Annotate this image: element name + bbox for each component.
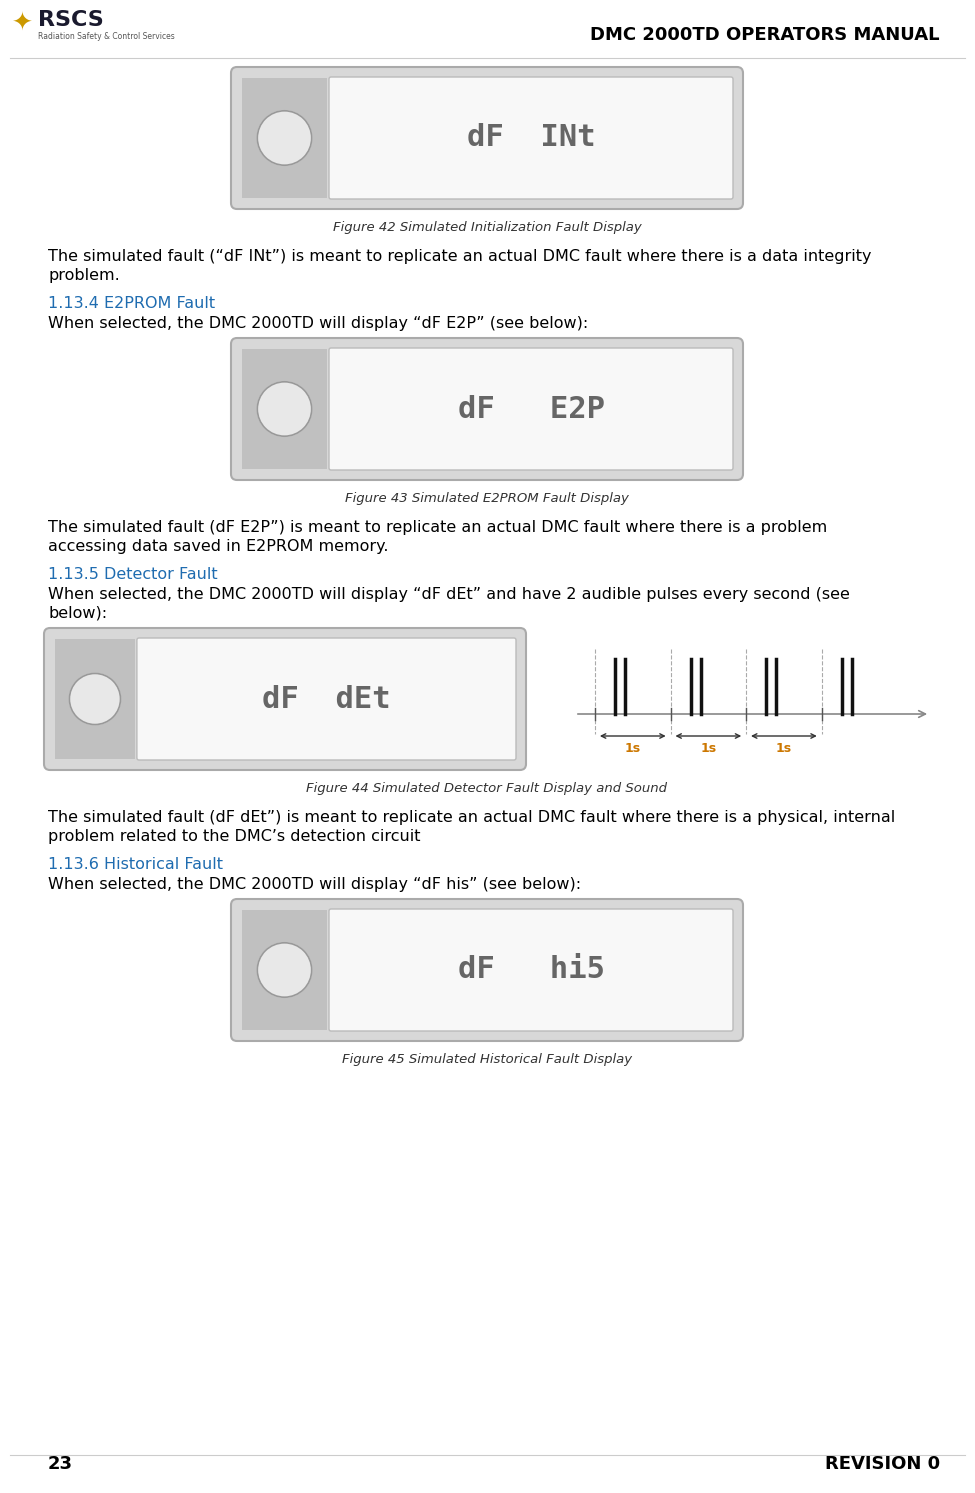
FancyBboxPatch shape <box>44 629 526 770</box>
Text: 1s: 1s <box>776 742 792 755</box>
Text: REVISION 0: REVISION 0 <box>825 1456 940 1474</box>
FancyBboxPatch shape <box>231 337 743 481</box>
FancyBboxPatch shape <box>231 67 743 209</box>
Text: When selected, the DMC 2000TD will display “dF E2P” (see below):: When selected, the DMC 2000TD will displ… <box>48 317 588 331</box>
Bar <box>242 911 327 1030</box>
FancyBboxPatch shape <box>231 899 743 1041</box>
Text: Figure 42 Simulated Initialization Fault Display: Figure 42 Simulated Initialization Fault… <box>332 221 642 234</box>
Text: DMC 2000TD OPERATORS MANUAL: DMC 2000TD OPERATORS MANUAL <box>591 25 940 43</box>
Text: ✦: ✦ <box>12 12 33 36</box>
Text: 1.13.6 Historical Fault: 1.13.6 Historical Fault <box>48 857 223 872</box>
FancyBboxPatch shape <box>136 638 516 760</box>
Text: dF  dEt: dF dEt <box>262 684 391 714</box>
Circle shape <box>257 942 312 997</box>
Text: RSCS: RSCS <box>38 10 103 30</box>
Text: problem related to the DMC’s detection circuit: problem related to the DMC’s detection c… <box>48 829 420 844</box>
FancyBboxPatch shape <box>329 348 733 470</box>
Text: Figure 43 Simulated E2PROM Fault Display: Figure 43 Simulated E2PROM Fault Display <box>345 493 629 505</box>
Text: 1s: 1s <box>700 742 717 755</box>
Text: Figure 45 Simulated Historical Fault Display: Figure 45 Simulated Historical Fault Dis… <box>342 1053 632 1066</box>
Text: Radiation Safety & Control Services: Radiation Safety & Control Services <box>38 31 175 40</box>
Text: 1.13.4 E2PROM Fault: 1.13.4 E2PROM Fault <box>48 296 215 311</box>
FancyBboxPatch shape <box>329 909 733 1032</box>
Bar <box>242 349 327 469</box>
Circle shape <box>69 673 121 724</box>
Text: accessing data saved in E2PROM memory.: accessing data saved in E2PROM memory. <box>48 539 388 554</box>
Text: The simulated fault (“dF INt”) is meant to replicate an actual DMC fault where t: The simulated fault (“dF INt”) is meant … <box>48 249 872 264</box>
Bar <box>242 78 327 199</box>
Circle shape <box>257 110 312 166</box>
Text: Figure 44 Simulated Detector Fault Display and Sound: Figure 44 Simulated Detector Fault Displ… <box>306 782 668 794</box>
Text: problem.: problem. <box>48 269 120 284</box>
Text: dF  INt: dF INt <box>467 124 596 152</box>
Text: 1.13.5 Detector Fault: 1.13.5 Detector Fault <box>48 567 217 582</box>
Text: The simulated fault (dF dEt”) is meant to replicate an actual DMC fault where th: The simulated fault (dF dEt”) is meant t… <box>48 811 895 826</box>
Circle shape <box>257 382 312 436</box>
Text: dF   hi5: dF hi5 <box>457 956 604 984</box>
Text: below):: below): <box>48 606 107 621</box>
Text: The simulated fault (dF E2P”) is meant to replicate an actual DMC fault where th: The simulated fault (dF E2P”) is meant t… <box>48 520 827 534</box>
FancyBboxPatch shape <box>329 78 733 199</box>
Bar <box>55 639 135 758</box>
Text: 1s: 1s <box>625 742 641 755</box>
Text: dF   E2P: dF E2P <box>457 394 604 424</box>
Text: 23: 23 <box>48 1456 73 1474</box>
Text: When selected, the DMC 2000TD will display “dF his” (see below):: When selected, the DMC 2000TD will displ… <box>48 876 581 891</box>
Text: When selected, the DMC 2000TD will display “dF dEt” and have 2 audible pulses ev: When selected, the DMC 2000TD will displ… <box>48 587 850 602</box>
